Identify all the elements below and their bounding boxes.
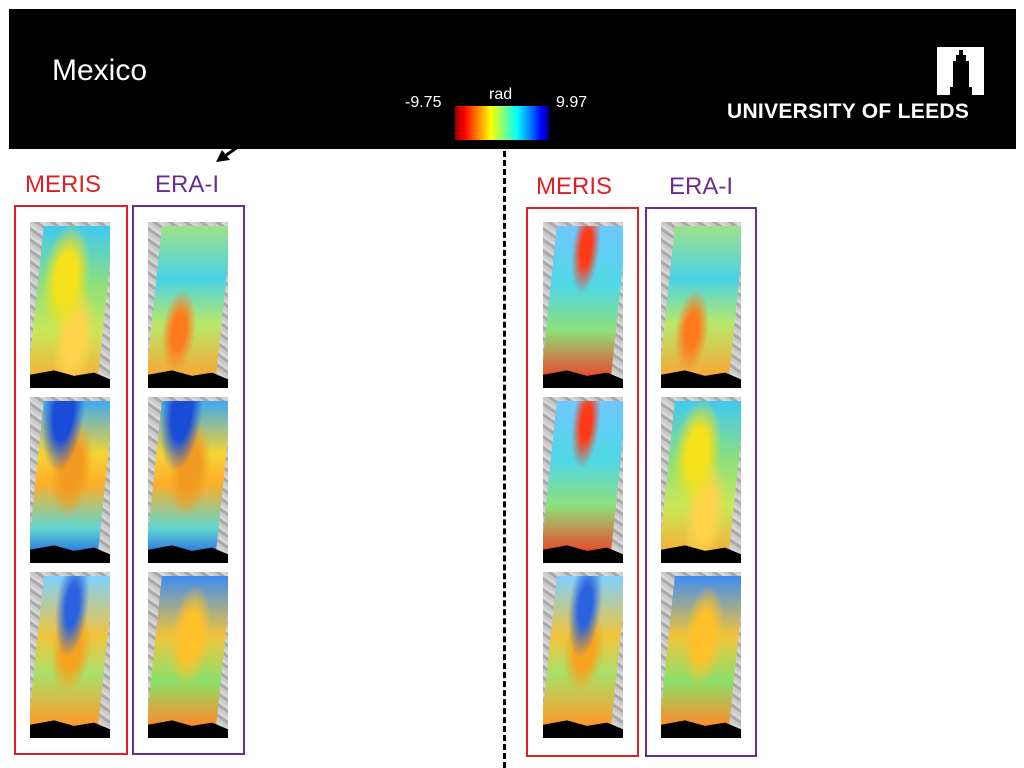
- arrow-icon: [216, 133, 256, 162]
- university-logo-icon: [937, 47, 984, 95]
- right-era-interferogram-3: [661, 572, 741, 738]
- left-meris-interferogram-2: [30, 397, 110, 563]
- left-meris-label: MERIS: [25, 171, 102, 198]
- right-meris-interferogram-3: [543, 572, 623, 738]
- right-era-interferogram-2: [661, 397, 741, 563]
- weather-model-caption: (Weather model): [195, 107, 337, 128]
- left-era-frame: [132, 205, 245, 755]
- left-era-interferogram-1: [148, 222, 228, 388]
- left-era-interferogram-2: [148, 397, 228, 563]
- colorbar-max: 9.97: [556, 94, 588, 111]
- university-name: UNIVERSITY OF LEEDS: [727, 100, 970, 123]
- right-era-frame: [645, 207, 757, 757]
- left-meris-interferogram-1: [30, 222, 110, 388]
- left-era-interferogram-3: [148, 572, 228, 738]
- right-era-label: ERA-I: [669, 173, 734, 200]
- colorbar-min: -9.75: [405, 94, 442, 111]
- left-era-label: ERA-I: [155, 171, 220, 198]
- panel-divider: [503, 151, 506, 768]
- colorbar: [455, 106, 549, 140]
- left-meris-frame: [14, 205, 128, 755]
- colorbar-unit: rad: [489, 86, 513, 103]
- left-meris-interferogram-3: [30, 572, 110, 738]
- right-era-interferogram-1: [661, 222, 741, 388]
- right-meris-frame: [526, 207, 639, 757]
- right-meris-label: MERIS: [536, 173, 613, 200]
- right-meris-interferogram-1: [543, 222, 623, 388]
- slide-title: Mexico: [52, 54, 148, 87]
- right-meris-interferogram-2: [543, 397, 623, 563]
